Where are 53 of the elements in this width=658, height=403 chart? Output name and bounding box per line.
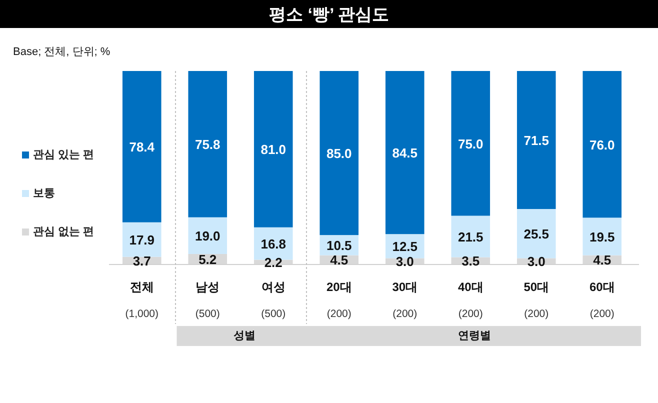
- data-label: 21.5: [458, 229, 484, 244]
- bar: [516, 71, 556, 209]
- data-label: 25.5: [524, 226, 550, 242]
- x-tick-label: 30대 (200): [392, 280, 418, 320]
- bar: [254, 71, 293, 228]
- legend-label: 관심 있는 편: [33, 149, 94, 161]
- x-tick-label: 전체 (1,000): [125, 280, 159, 320]
- bar: [516, 208, 556, 258]
- bar: [451, 216, 490, 258]
- group-heading: 성별: [234, 330, 256, 342]
- data-label: 3.0: [527, 254, 546, 270]
- data-label: 75.8: [194, 137, 220, 152]
- bar: [320, 71, 359, 236]
- data-label: 3.0: [396, 254, 414, 270]
- data-label: 81.0: [260, 142, 286, 158]
- bar: [122, 71, 162, 222]
- data-label: 3.5: [462, 254, 480, 269]
- data-label: 84.5: [392, 146, 418, 161]
- data-label: 4.5: [593, 252, 612, 268]
- x-tick-label: 50대 (200): [524, 280, 550, 320]
- data-label: 12.5: [392, 239, 418, 254]
- data-label: 17.9: [129, 232, 155, 248]
- data-label: 19.5: [589, 229, 615, 244]
- bar: [188, 71, 228, 218]
- group-heading: 연령별: [458, 330, 492, 342]
- legend-label: 보통: [33, 188, 55, 200]
- x-tick-label: 남성 (500): [195, 280, 220, 320]
- x-tick-label: 20대 (200): [326, 280, 352, 320]
- title: 평소 ‘빵’ 관심도: [0, 0, 658, 28]
- x-tick-label: 여성 (500): [261, 280, 286, 320]
- bar: [582, 218, 622, 256]
- data-label: 71.5: [524, 132, 550, 148]
- data-label: 16.8: [260, 236, 286, 252]
- x-tick-label: 40대 (200): [458, 280, 484, 320]
- legend-label: 관심 없는 편: [33, 226, 94, 238]
- data-label: 10.5: [326, 238, 352, 254]
- data-label: 3.7: [132, 253, 151, 268]
- data-label: 19.0: [194, 228, 220, 244]
- data-label: 76.0: [589, 137, 615, 152]
- bar: [122, 222, 162, 257]
- bar: [451, 71, 490, 216]
- data-label: 4.5: [330, 252, 348, 268]
- data-label: 85.0: [326, 146, 352, 162]
- chart-subtitle: Base; 전체, 단위; %: [13, 46, 110, 58]
- data-label: 75.0: [458, 136, 484, 152]
- data-label: 78.4: [129, 140, 156, 155]
- bar: [385, 71, 424, 234]
- x-tick-label: 60대 (200): [589, 280, 615, 320]
- data-label: 2.2: [264, 254, 282, 270]
- bar: [582, 71, 622, 218]
- chart-title: 평소 ‘빵’ 관심도: [269, 5, 389, 24]
- bar: [188, 217, 228, 254]
- data-label: 5.2: [198, 252, 217, 267]
